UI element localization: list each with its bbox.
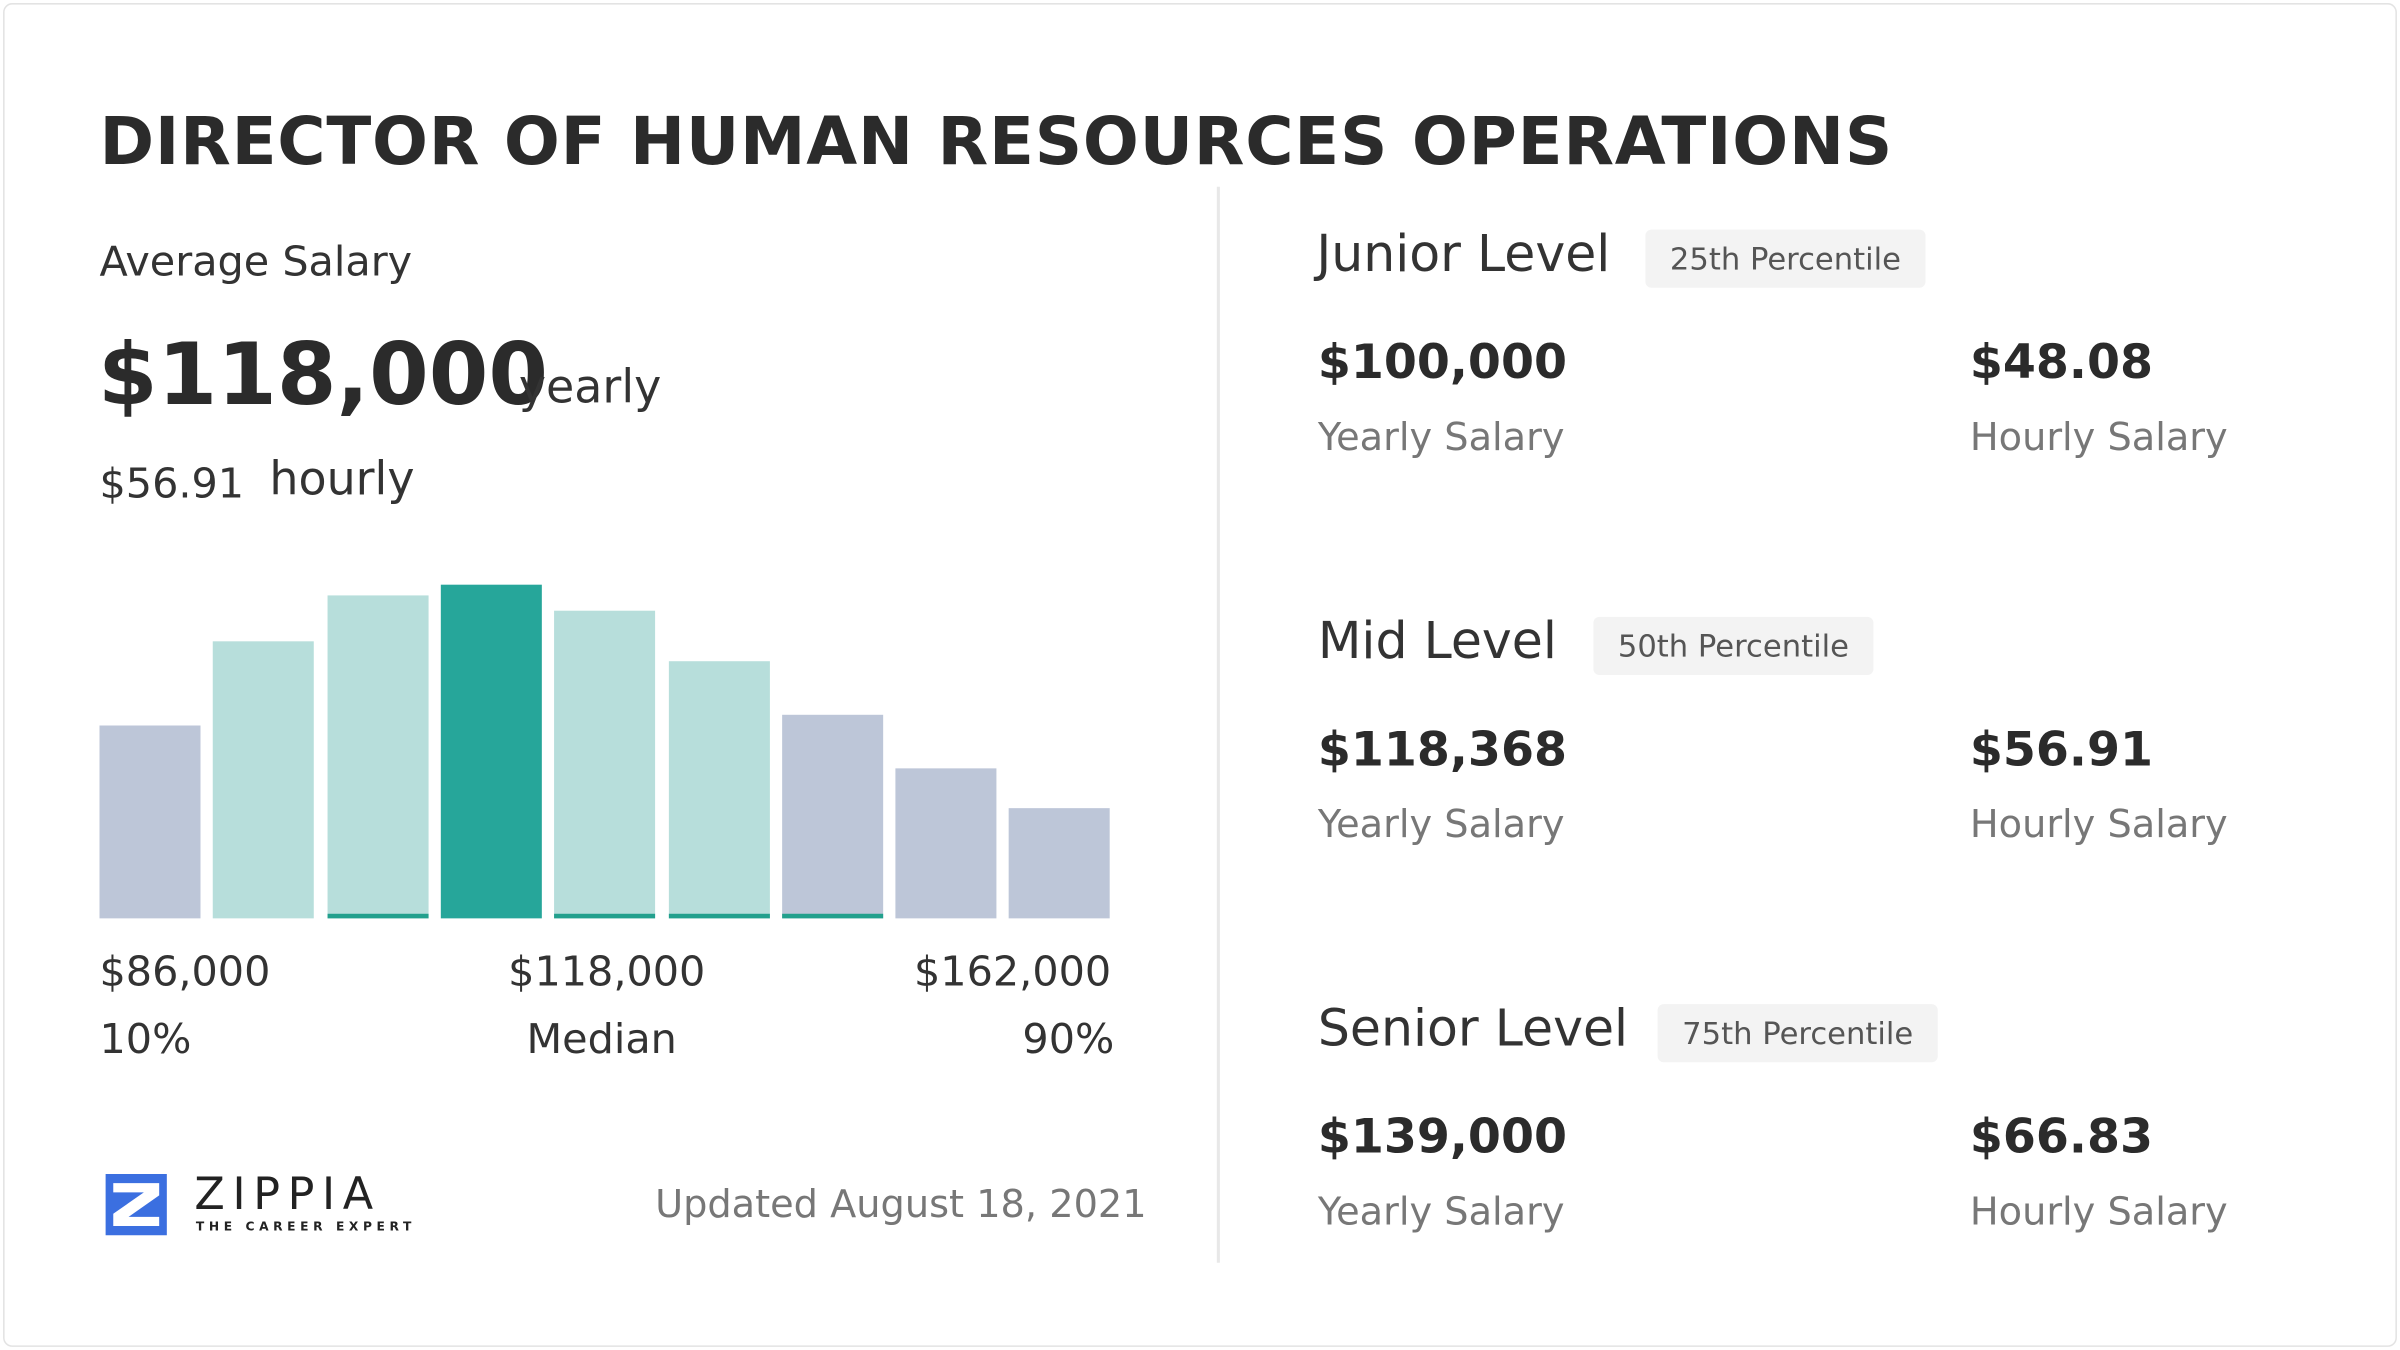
- hourly-unit: hourly: [269, 453, 415, 507]
- chart-bar-3: [326, 594, 428, 919]
- axis-label-high-caption: 90%: [1022, 1016, 1115, 1064]
- brand-name: ZIPPIA: [194, 1167, 381, 1220]
- hourly-salary-value: $48.08: [1969, 335, 2154, 391]
- average-salary-label: Average Salary: [99, 238, 413, 287]
- yearly-salary-value: $118,368: [1317, 722, 1567, 778]
- bar-underline: [554, 913, 656, 919]
- percentile-badge: 50th Percentile: [1593, 616, 1874, 675]
- chart-bar-2: [213, 641, 315, 919]
- yearly-unit: yearly: [518, 361, 662, 415]
- average-yearly-salary: $118,000: [97, 326, 549, 426]
- percentile-badge: 75th Percentile: [1657, 1004, 1938, 1063]
- hourly-salary-label: Hourly Salary: [1969, 1189, 2228, 1234]
- level-name: Senior Level: [1317, 997, 1629, 1058]
- zippia-logo-icon: [105, 1173, 167, 1236]
- level-name: Mid Level: [1317, 610, 1557, 671]
- axis-label-median-value: $118,000: [508, 948, 706, 997]
- axis-label-low-value: $86,000: [99, 948, 271, 997]
- axis-label-median-caption: Median: [526, 1016, 677, 1064]
- yearly-salary-label: Yearly Salary: [1317, 414, 1565, 460]
- axis-label-high-value: $162,000: [914, 948, 1112, 997]
- hourly-salary-value: $56.91: [1969, 722, 2154, 778]
- bar-underline: [326, 913, 428, 919]
- level-name: Junior Level: [1316, 223, 1611, 284]
- yearly-salary-label: Yearly Salary: [1317, 1189, 1565, 1234]
- chart-bar-7: [781, 714, 883, 919]
- brand-tagline: THE CAREER EXPERT: [195, 1219, 416, 1234]
- average-hourly-salary: $56.91: [99, 460, 245, 509]
- yearly-salary-value: $100,000: [1317, 335, 1567, 391]
- chart-bar-1: [99, 724, 201, 919]
- chart-bar-5: [554, 611, 656, 919]
- page-title: DIRECTOR OF HUMAN RESOURCES OPERATIONS: [99, 104, 1894, 181]
- chart-bar-9: [1009, 808, 1111, 919]
- divider: [1216, 186, 1220, 1263]
- percentile-badge: 25th Percentile: [1645, 229, 1926, 288]
- bar-underline: [781, 913, 883, 919]
- axis-label-low-caption: 10%: [99, 1016, 192, 1064]
- chart-bar-8: [895, 768, 997, 919]
- yearly-salary-label: Yearly Salary: [1317, 802, 1565, 847]
- hourly-salary-value: $66.83: [1969, 1109, 2154, 1165]
- hourly-salary-label: Hourly Salary: [1969, 802, 2228, 847]
- zippia-logo: ZIPPIA THE CAREER EXPERT: [103, 1168, 411, 1244]
- hourly-salary-label: Hourly Salary: [1969, 414, 2228, 460]
- updated-date: Updated August 18, 2021: [655, 1181, 1147, 1227]
- chart-bar-4: [440, 584, 542, 919]
- chart-bar-6: [668, 661, 770, 919]
- bar-underline: [668, 913, 770, 919]
- yearly-salary-value: $139,000: [1317, 1109, 1567, 1165]
